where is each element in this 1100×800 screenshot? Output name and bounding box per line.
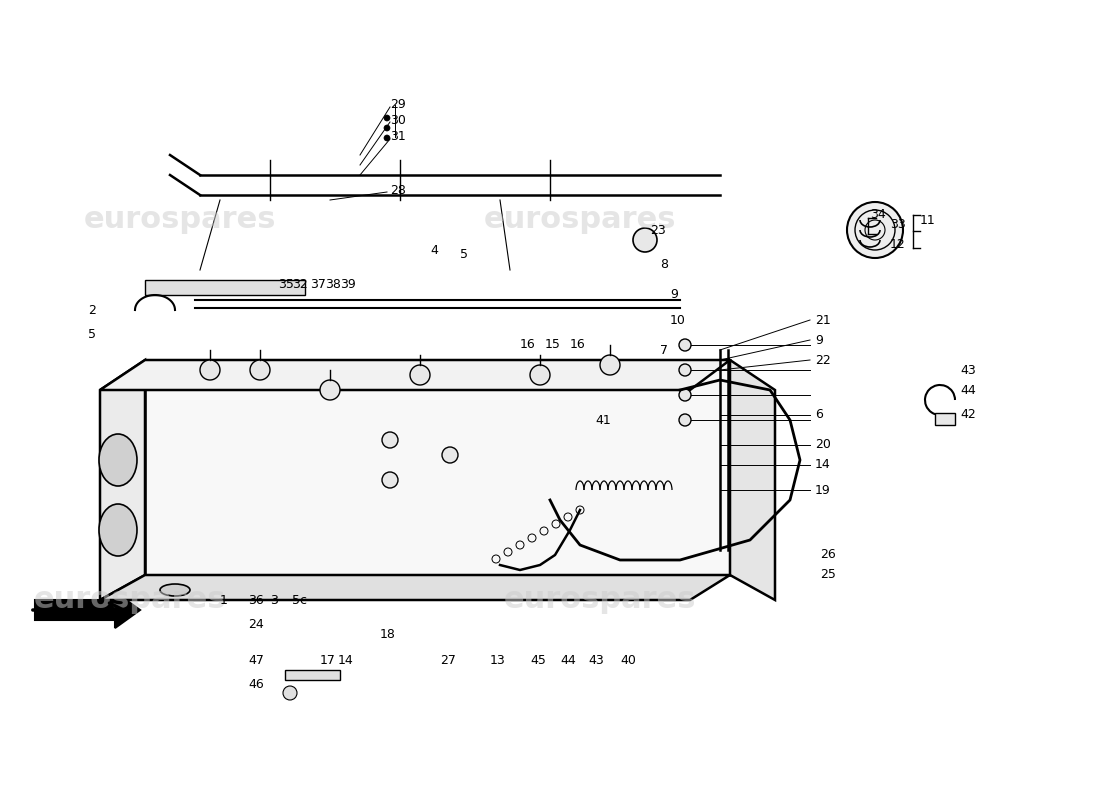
Text: 22: 22 bbox=[815, 354, 830, 366]
Text: 9: 9 bbox=[670, 289, 678, 302]
Ellipse shape bbox=[160, 584, 190, 596]
Text: 42: 42 bbox=[960, 409, 976, 422]
Text: 1: 1 bbox=[220, 594, 228, 606]
Circle shape bbox=[442, 447, 458, 463]
Circle shape bbox=[382, 432, 398, 448]
Text: 25: 25 bbox=[820, 569, 836, 582]
Text: 32: 32 bbox=[292, 278, 308, 291]
Text: 46: 46 bbox=[248, 678, 264, 691]
Text: 35: 35 bbox=[278, 278, 294, 291]
Circle shape bbox=[200, 360, 220, 380]
Text: 37: 37 bbox=[310, 278, 326, 291]
Text: 19: 19 bbox=[815, 483, 830, 497]
Ellipse shape bbox=[99, 504, 138, 556]
Circle shape bbox=[679, 339, 691, 351]
Text: 11: 11 bbox=[920, 214, 936, 226]
Text: 43: 43 bbox=[960, 363, 976, 377]
Text: 5c: 5c bbox=[292, 594, 307, 606]
Circle shape bbox=[847, 202, 903, 258]
Circle shape bbox=[384, 135, 390, 141]
Text: 40: 40 bbox=[620, 654, 636, 666]
Text: 18: 18 bbox=[379, 629, 396, 642]
Circle shape bbox=[679, 364, 691, 376]
Text: eurospares: eurospares bbox=[504, 586, 696, 614]
Circle shape bbox=[530, 365, 550, 385]
Text: 43: 43 bbox=[588, 654, 604, 666]
Text: 16: 16 bbox=[520, 338, 536, 351]
Text: 7: 7 bbox=[660, 343, 668, 357]
Circle shape bbox=[283, 686, 297, 700]
Polygon shape bbox=[100, 360, 730, 390]
Text: 5: 5 bbox=[88, 329, 96, 342]
Circle shape bbox=[410, 365, 430, 385]
Text: 44: 44 bbox=[960, 383, 976, 397]
Text: 45: 45 bbox=[530, 654, 546, 666]
Circle shape bbox=[382, 472, 398, 488]
Bar bbox=[935, 413, 955, 425]
Text: eurospares: eurospares bbox=[84, 206, 276, 234]
Text: 2: 2 bbox=[88, 303, 96, 317]
Text: 5: 5 bbox=[460, 249, 467, 262]
Text: 14: 14 bbox=[815, 458, 830, 471]
Text: 41: 41 bbox=[595, 414, 610, 426]
Circle shape bbox=[384, 125, 390, 131]
Text: 14: 14 bbox=[338, 654, 354, 666]
Circle shape bbox=[679, 414, 691, 426]
Circle shape bbox=[250, 360, 270, 380]
Polygon shape bbox=[285, 670, 340, 680]
Circle shape bbox=[679, 389, 691, 401]
Text: 39: 39 bbox=[340, 278, 355, 291]
Polygon shape bbox=[145, 360, 730, 575]
Text: 17: 17 bbox=[320, 654, 336, 666]
Circle shape bbox=[384, 115, 390, 121]
Text: 28: 28 bbox=[390, 183, 406, 197]
Polygon shape bbox=[35, 592, 140, 628]
Text: 29: 29 bbox=[390, 98, 406, 111]
Text: 20: 20 bbox=[815, 438, 830, 451]
Text: 31: 31 bbox=[390, 130, 406, 143]
Text: 36: 36 bbox=[248, 594, 264, 606]
Polygon shape bbox=[730, 360, 776, 600]
Text: 8: 8 bbox=[660, 258, 668, 271]
Text: 15: 15 bbox=[544, 338, 561, 351]
Polygon shape bbox=[100, 575, 730, 600]
Text: 47: 47 bbox=[248, 654, 264, 666]
Text: 38: 38 bbox=[324, 278, 341, 291]
Text: 21: 21 bbox=[815, 314, 830, 326]
Text: 12: 12 bbox=[890, 238, 905, 251]
Text: 27: 27 bbox=[440, 654, 455, 666]
Ellipse shape bbox=[99, 434, 138, 486]
Text: 10: 10 bbox=[670, 314, 686, 326]
Text: eurospares: eurospares bbox=[34, 586, 227, 614]
Text: 4: 4 bbox=[430, 243, 438, 257]
Text: 26: 26 bbox=[820, 549, 836, 562]
Text: 16: 16 bbox=[570, 338, 585, 351]
Text: 44: 44 bbox=[560, 654, 575, 666]
Text: 24: 24 bbox=[248, 618, 264, 631]
Circle shape bbox=[600, 355, 620, 375]
Text: 9: 9 bbox=[815, 334, 823, 346]
Text: eurospares: eurospares bbox=[484, 206, 676, 234]
Circle shape bbox=[320, 380, 340, 400]
Text: 23: 23 bbox=[650, 223, 666, 237]
Circle shape bbox=[632, 228, 657, 252]
Text: 34: 34 bbox=[870, 209, 886, 222]
Text: 30: 30 bbox=[390, 114, 406, 126]
Polygon shape bbox=[100, 360, 145, 600]
Text: 3: 3 bbox=[270, 594, 278, 606]
Text: 13: 13 bbox=[490, 654, 506, 666]
Text: 33: 33 bbox=[890, 218, 905, 231]
Bar bbox=[145, 280, 305, 295]
Text: 6: 6 bbox=[815, 409, 823, 422]
